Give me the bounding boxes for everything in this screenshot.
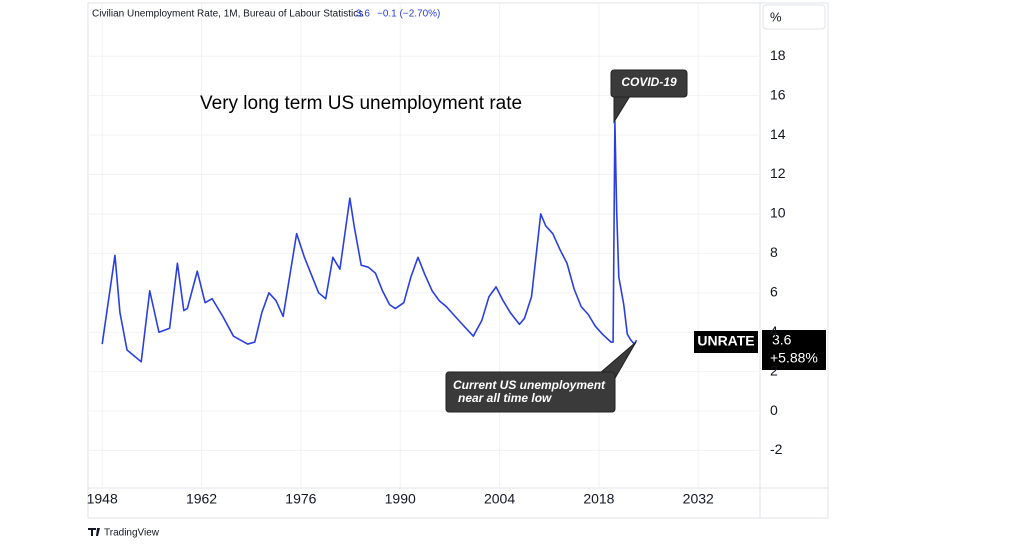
symbol-title: Civilian Unemployment Rate, 1M, Bureau o… [92,9,363,20]
y-tick-label: 2 [770,362,778,378]
header-last: 3.6 [356,9,370,20]
price-last: 3.6 [772,332,792,348]
callout-pointer [613,95,631,124]
callout-text: near all time low [458,391,552,405]
data-line [101,120,638,363]
y-tick-label: 10 [770,205,786,221]
y-tick-label: 8 [770,244,778,260]
covid-callout: COVID-19 [610,69,688,124]
callout-box [610,69,688,98]
callout-text: Current US unemployment [453,378,606,392]
y-tick-label: 6 [770,284,778,300]
x-tick-label: 1976 [285,491,316,507]
unit-box[interactable] [762,4,826,30]
callout-text: COVID-19 [621,75,677,89]
y-tick-label: 12 [770,165,786,181]
symbol-label-box [694,331,758,353]
brand-logo [88,528,100,536]
x-tick-label: 1990 [385,491,416,507]
plot [101,120,638,363]
price-label-box [762,330,826,370]
price-change: +5.88% [770,350,818,366]
y-tick-label: 18 [770,47,786,63]
header-change: −0.1 (−2.70%) [377,9,440,20]
y-tick-label: -2 [770,441,783,457]
chart-frame [87,2,829,519]
brand-name: TradingView [104,528,160,539]
x-tick-label: 1962 [186,491,217,507]
brand: TradingView [88,528,160,539]
current-callout: Current US unemployment near all time lo… [445,341,637,413]
x-tick-label: 2004 [484,491,515,507]
x-tick-label: 2032 [683,491,714,507]
y-tick-label: 0 [770,402,778,418]
y-tick-label: 14 [770,126,786,142]
y-tick-label: 4 [770,323,778,339]
grid [88,3,760,488]
x-tick-label: 2018 [583,491,614,507]
symbol-label: UNRATE [697,333,754,349]
y-tick-label: 16 [770,86,786,102]
x-tick-label: 1948 [87,491,118,507]
unit: % [770,9,782,24]
chart-title: Very long term US unemployment rate [200,93,522,114]
callout-box [445,371,616,413]
